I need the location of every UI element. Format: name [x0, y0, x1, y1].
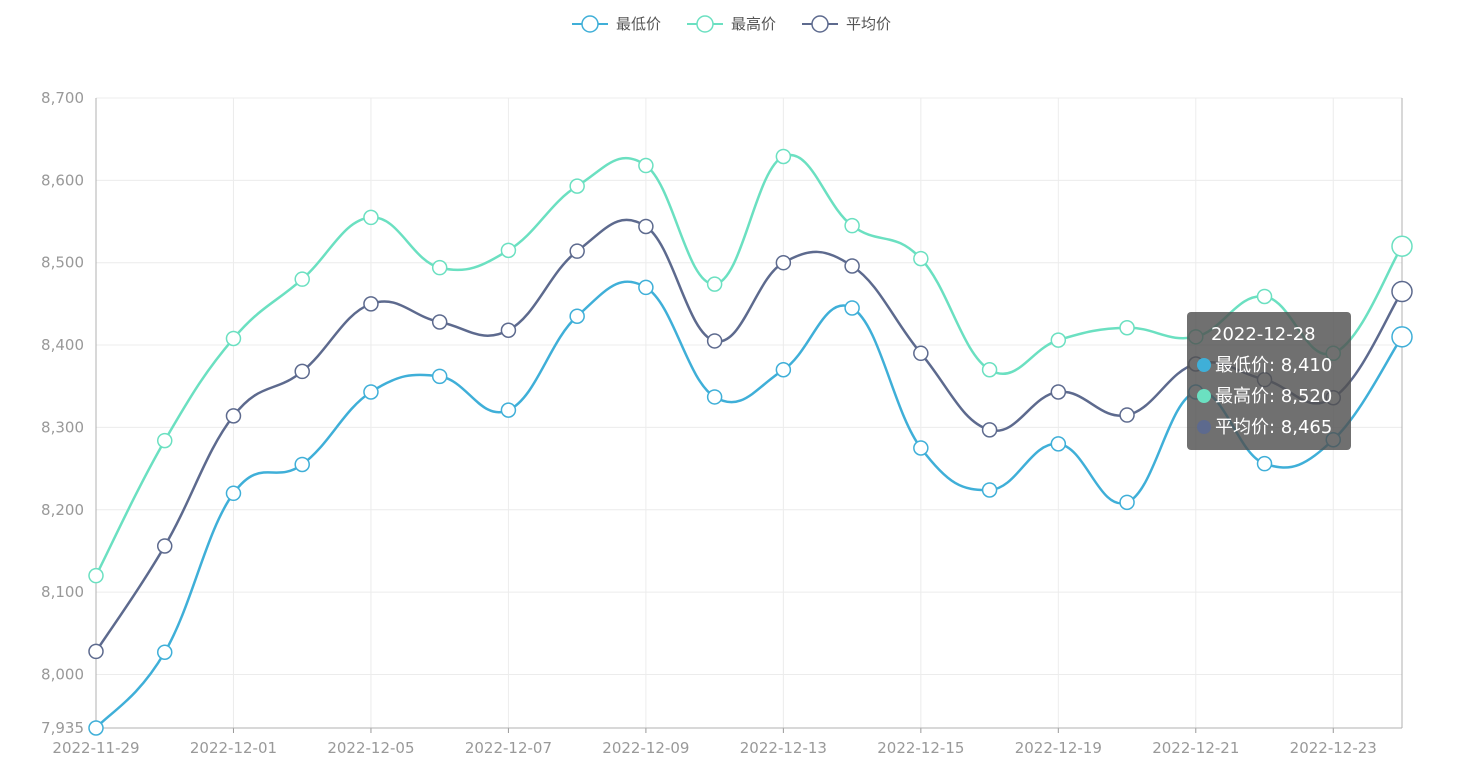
x-tick-label: 2022-12-07: [465, 739, 552, 757]
data-point[interactable]: [294, 363, 310, 380]
data-point[interactable]: [1391, 326, 1413, 348]
data-point[interactable]: [775, 362, 792, 378]
data-point[interactable]: [431, 259, 448, 276]
tooltip-dot-min: [1197, 358, 1211, 372]
data-point[interactable]: [1119, 494, 1135, 511]
tooltip-text-max: 最高价: 8,520: [1215, 386, 1333, 407]
legend-label: 平均价: [846, 15, 891, 33]
legend-marker-icon: [811, 15, 829, 33]
y-tick-label: 7,935: [41, 719, 84, 737]
legend[interactable]: 最低价 最高价 平均价: [572, 15, 891, 33]
data-point[interactable]: [88, 567, 104, 584]
data-point[interactable]: [500, 242, 517, 259]
data-point[interactable]: [981, 422, 998, 438]
data-point[interactable]: [913, 250, 929, 267]
tooltip-dot-avg: [1197, 420, 1211, 434]
data-point[interactable]: [913, 345, 929, 362]
data-point[interactable]: [844, 258, 860, 274]
x-tick-label: 2022-12-19: [1015, 739, 1102, 757]
y-tick-label: 8,300: [41, 418, 84, 436]
data-point[interactable]: [1119, 320, 1135, 336]
data-point[interactable]: [363, 384, 379, 400]
tooltip-row-min: 最低价: 8,410: [1197, 350, 1343, 381]
x-tick-label: 2022-12-23: [1290, 739, 1377, 757]
data-point[interactable]: [569, 308, 585, 324]
data-point[interactable]: [706, 389, 723, 405]
data-point[interactable]: [775, 148, 792, 165]
data-point[interactable]: [500, 322, 517, 338]
data-point[interactable]: [1050, 436, 1067, 452]
tooltip-row-avg: 平均价: 8,465: [1197, 412, 1343, 443]
y-tick-label: 8,600: [41, 171, 84, 189]
data-point[interactable]: [638, 279, 654, 296]
data-point[interactable]: [706, 333, 723, 349]
tooltip-text-avg: 平均价: 8,465: [1215, 417, 1333, 438]
x-tick-label: 2022-12-15: [877, 739, 964, 757]
tooltip-dot-max: [1197, 389, 1211, 403]
axes: 7,935 8,000 8,100 8,200 8,300 8,400 8,500 8,600…: [41, 89, 1403, 757]
data-point[interactable]: [775, 254, 792, 271]
data-point[interactable]: [294, 456, 310, 473]
x-tick-label: 2022-11-29: [52, 739, 139, 757]
tooltip: 2022-12-28 最低价: 8,410 最高价: 8,520 平均价: 8,…: [1187, 312, 1351, 450]
data-point[interactable]: [844, 217, 860, 234]
tooltip-row-max: 最高价: 8,520: [1197, 381, 1343, 412]
data-point[interactable]: [1050, 384, 1067, 400]
data-point[interactable]: [844, 300, 860, 316]
legend-marker-icon: [696, 15, 714, 33]
x-tick-label: 2022-12-13: [740, 739, 827, 757]
x-tick-label: 2022-12-21: [1152, 739, 1239, 757]
data-point[interactable]: [363, 296, 379, 312]
data-point[interactable]: [1391, 235, 1413, 257]
legend-item[interactable]: 平均价: [802, 15, 891, 33]
data-point[interactable]: [569, 178, 585, 194]
data-point[interactable]: [1050, 332, 1067, 348]
data-point[interactable]: [1256, 455, 1273, 472]
tooltip-text-min: 最低价: 8,410: [1215, 355, 1333, 376]
legend-item[interactable]: 最高价: [687, 15, 776, 33]
data-point[interactable]: [294, 271, 310, 287]
data-point[interactable]: [156, 644, 173, 660]
x-tick-label: 2022-12-01: [190, 739, 277, 757]
data-point[interactable]: [431, 368, 448, 385]
y-tick-label: 8,000: [41, 665, 84, 683]
data-point[interactable]: [225, 485, 242, 502]
data-point[interactable]: [1119, 407, 1135, 423]
data-point[interactable]: [88, 643, 104, 660]
data-point[interactable]: [156, 538, 173, 554]
data-point[interactable]: [88, 720, 104, 736]
legend-label: 最高价: [731, 15, 776, 33]
data-point[interactable]: [363, 209, 379, 226]
data-point[interactable]: [981, 482, 998, 498]
x-tick-label: 2022-12-09: [602, 739, 689, 757]
y-tick-label: 8,700: [41, 89, 84, 107]
y-tick-label: 8,200: [41, 501, 84, 519]
data-point[interactable]: [981, 362, 998, 378]
data-point[interactable]: [1391, 280, 1413, 303]
y-tick-label: 8,400: [41, 336, 84, 354]
legend-item[interactable]: 最低价: [572, 15, 661, 33]
legend-marker-icon: [581, 15, 599, 33]
data-point[interactable]: [638, 157, 654, 174]
legend-label: 最低价: [616, 15, 661, 33]
data-point[interactable]: [569, 243, 585, 259]
data-point[interactable]: [431, 314, 448, 330]
y-tick-label: 8,500: [41, 254, 84, 272]
data-point[interactable]: [156, 432, 173, 449]
data-point[interactable]: [1256, 288, 1273, 305]
data-point[interactable]: [225, 330, 242, 347]
data-point[interactable]: [638, 218, 654, 235]
y-tick-label: 8,100: [41, 583, 84, 601]
data-point[interactable]: [706, 276, 723, 292]
data-point[interactable]: [225, 408, 242, 424]
tooltip-title: 2022-12-28: [1211, 324, 1316, 345]
data-point[interactable]: [913, 440, 929, 456]
x-tick-label: 2022-12-05: [327, 739, 414, 757]
grid: [96, 97, 1402, 728]
data-point[interactable]: [500, 402, 517, 418]
